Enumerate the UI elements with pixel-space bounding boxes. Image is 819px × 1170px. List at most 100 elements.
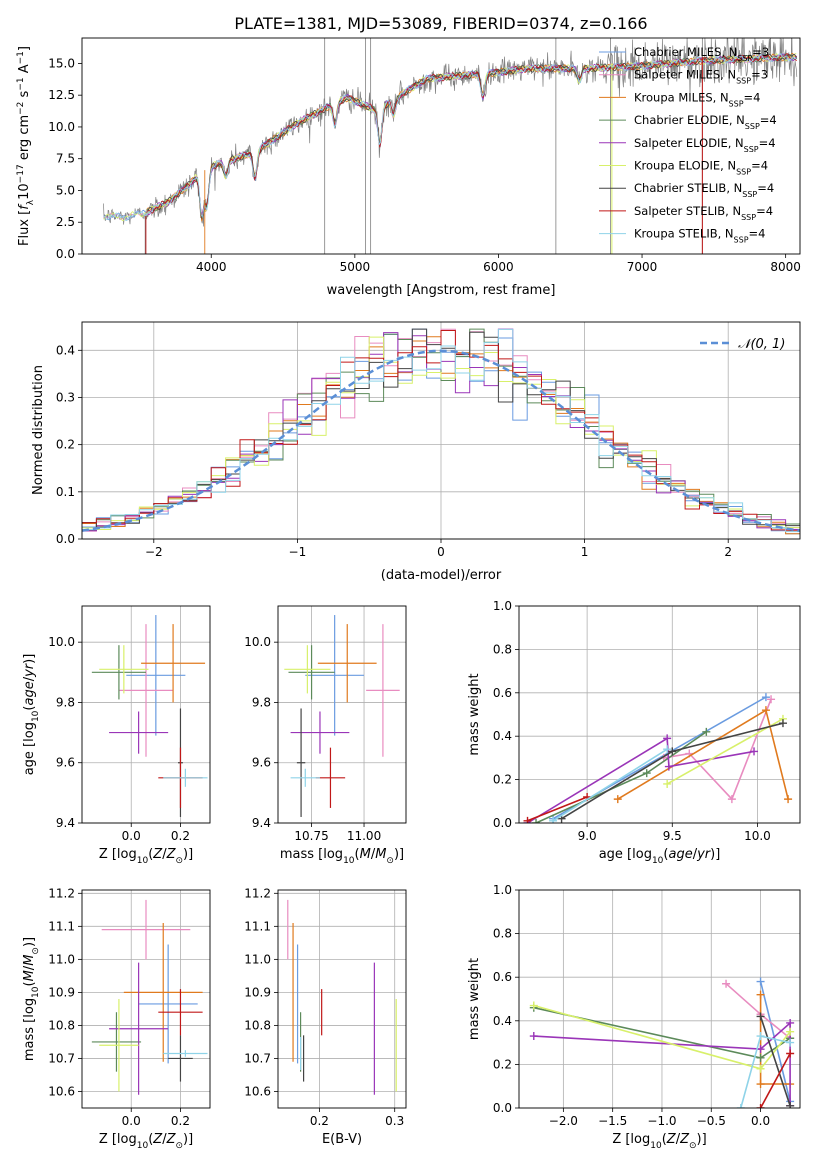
spectrum-model-kroupa-miles [146,52,797,222]
label-part: / [22,676,37,681]
point-marker [786,1101,795,1108]
y-tick-label: 0.2 [56,438,75,452]
frame-mass_vs_Z [81,889,211,1109]
series-line [666,718,784,785]
errorbar-kroupa-elodie [99,645,149,694]
axes-mass_vs_Z: 0.0 0.2 10.6 10.7 10.8 10.9 11.0 11.1 11.2 Z [log… [22,886,211,1151]
errorbar-chabrier-miles [126,615,186,736]
y-tick-label: 10.9 [48,985,75,999]
series-line [527,737,755,823]
label-part: −1 [16,77,26,90]
plot-area-age_vs_mass [284,615,400,817]
series-kroupa-miles [613,706,793,804]
label-part: −2 [16,102,26,115]
label-part: / [693,847,698,862]
histogram-kroupa-stelib [82,328,800,533]
y-tick-label: 9.4 [56,816,75,830]
legend-entry-kroupa-elodie: Kroupa ELODIE, NSSP=4 [634,159,768,177]
label-part: yr [22,662,37,678]
point-marker [613,795,622,804]
point-marker [761,706,770,715]
x-tick-label: 0.2 [310,1114,329,1128]
y-tick-label: 9.8 [56,695,75,709]
errorbar-kroupa-miles [141,624,206,703]
legend-text: Kroupa MILES, N [634,90,729,104]
legend-text: Salpeter STELIB, N [634,204,741,218]
label-part: ( [22,706,37,711]
label-part: )] [183,1132,193,1147]
residuals-legend: 𝒩(0, 1) [700,337,785,352]
legend-entry-chabrier-miles: Chabrier MILES, NSSP=3 [634,45,769,63]
legend-sub: SSP [736,167,751,176]
errorbar-chabrier-stelib [296,708,306,817]
label-part: / [162,1132,167,1147]
legend-sub: SSP [745,122,760,131]
errorbar-chabrier-miles [138,944,198,1064]
point-marker [756,1012,765,1021]
errorbar-kroupa-stelib [163,1050,208,1057]
series-kroupa-elodie [663,714,787,788]
legend-entry-kroupa-stelib: Kroupa STELIB, NSSP=4 [634,227,765,245]
label-part: ⊙ [175,1141,183,1151]
label-part: ( [148,847,153,862]
x-tick-label: 10.75 [294,829,328,843]
x-tick-label: 6000 [483,260,514,274]
label-part: / [162,847,167,862]
series-line [759,1053,791,1108]
label-part: ] [17,46,32,51]
label-part: ( [148,1132,153,1147]
y-tick-label: 15.0 [48,56,75,70]
label-part: Z [log [612,1132,650,1147]
ticks-mass_vs_Z: 0.0 0.2 10.6 10.7 10.8 10.9 11.0 11.1 11.2 [48,886,190,1128]
errorbar-salpeter-stelib [315,747,346,808]
x-axis-label: age [log10(age/yr)] [599,847,721,866]
y-tick-label: 12.5 [48,88,75,102]
errorbar-kroupa-miles [123,923,203,1062]
series-line [552,748,668,822]
point-marker [532,819,541,823]
point-marker [756,977,765,986]
errorbar-salpeter-elodie [290,711,350,754]
y-tick-label: 0.1 [56,485,75,499]
point-marker [529,1001,538,1010]
point-marker [756,990,765,999]
errorbar-salpeter-miles [101,899,191,960]
x-tick-label: −1.0 [647,1114,676,1128]
grid-mass_vs_ebv [278,890,406,1108]
ticks-residuals: −2 −1 0 1 2 0.0 0.1 0.2 0.3 0.4 [56,343,732,559]
series-salpeter-stelib [756,1049,795,1108]
y-tick-label: 10.7 [48,1051,75,1065]
legend-sub: SSP [736,76,751,85]
label-part: Z [152,847,163,862]
axes-spectrum: 4000 5000 6000 7000 8000 0.0 2.5 5.0 7.5 10.0 12.5… [16,37,801,298]
legend-text: Chabrier STELIB, N [634,181,742,195]
label-part: −1 [16,51,26,64]
label-part: 10 [137,856,149,866]
x-tick-label: 0.2 [171,1114,190,1128]
y-tick-label: 9.4 [252,816,271,830]
frame-residuals [81,321,801,540]
x-axis-label: wavelength [Angstrom, rest frame] [327,283,556,298]
y-tick-label: 0.0 [493,1101,512,1115]
y-tick-label: 1.0 [493,883,512,897]
legend-suffix: =4 [751,159,768,173]
series-kroupa-stelib [736,1032,795,1108]
series-line [759,1016,791,1107]
errorbar-salpeter-miles [366,624,400,757]
x-tick-label: 8000 [770,260,801,274]
x-tick-label: 0.3 [385,1114,404,1128]
frame-age_vs_Z [81,605,211,824]
series-line [759,981,791,1102]
label-part: ( [22,981,37,986]
ticks-weight_vs_Z: −2.0 −1.5 −1.0 −0.5 0.0 0.0 0.2 0.4 0.6 0.8 1.0 [493,883,770,1128]
y-tick-label: 0.4 [493,1014,512,1028]
point-marker [756,1064,765,1073]
errorbar-chabrier-elodie [288,645,335,700]
point-marker [756,1032,765,1041]
point-marker [778,719,787,728]
y-tick-label: 9.8 [252,695,271,709]
frame-weight_vs_age [518,605,801,824]
y-tick-label: 0.8 [493,927,512,941]
